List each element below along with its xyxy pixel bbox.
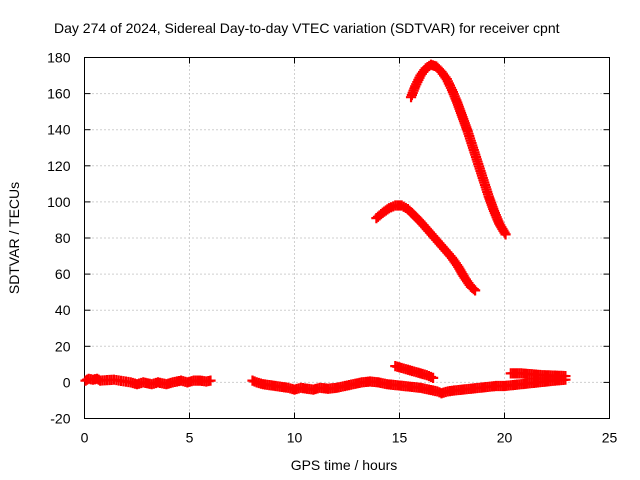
x-tick-label: 10 <box>287 430 303 446</box>
series-arc-small <box>390 361 439 383</box>
data-point <box>468 284 479 295</box>
data-point <box>470 285 481 296</box>
grid-layer <box>84 57 610 419</box>
chart-title: Day 274 of 2024, Sidereal Day-to-day VTE… <box>54 20 560 36</box>
y-tick-label: -20 <box>50 411 70 427</box>
y-tick-label: 160 <box>47 86 71 102</box>
y-tick-label: 100 <box>47 194 71 210</box>
y-tick-label: 20 <box>55 338 71 354</box>
series-baseline <box>80 373 571 399</box>
x-axis-label: GPS time / hours <box>291 457 398 473</box>
tick-layer: 0 5 10 15 20 25 -20 0 20 40 60 80 100 120 140 160 180 <box>47 50 617 446</box>
x-tick-label: 25 <box>602 430 618 446</box>
data-point <box>205 375 216 386</box>
x-tick-label: 5 <box>186 430 194 446</box>
y-tick-label: 120 <box>47 158 71 174</box>
series-arc-high <box>405 59 511 240</box>
series-arc-mid <box>371 200 481 296</box>
y-tick-label: 0 <box>63 374 71 390</box>
data-marks <box>80 59 571 399</box>
data-point <box>428 372 439 383</box>
data-point <box>560 374 571 385</box>
x-tick-label: 15 <box>392 430 408 446</box>
y-tick-label: 80 <box>55 230 71 246</box>
x-tick-label: 20 <box>497 430 513 446</box>
data-point <box>500 229 511 240</box>
y-tick-label: 140 <box>47 122 71 138</box>
y-axis-label: SDTVAR / TECUs <box>6 182 22 294</box>
y-tick-label: 60 <box>55 266 71 282</box>
y-tick-label: 40 <box>55 302 71 318</box>
x-tick-label: 0 <box>81 430 89 446</box>
plot-frame <box>84 57 610 419</box>
y-tick-label: 180 <box>47 50 71 66</box>
